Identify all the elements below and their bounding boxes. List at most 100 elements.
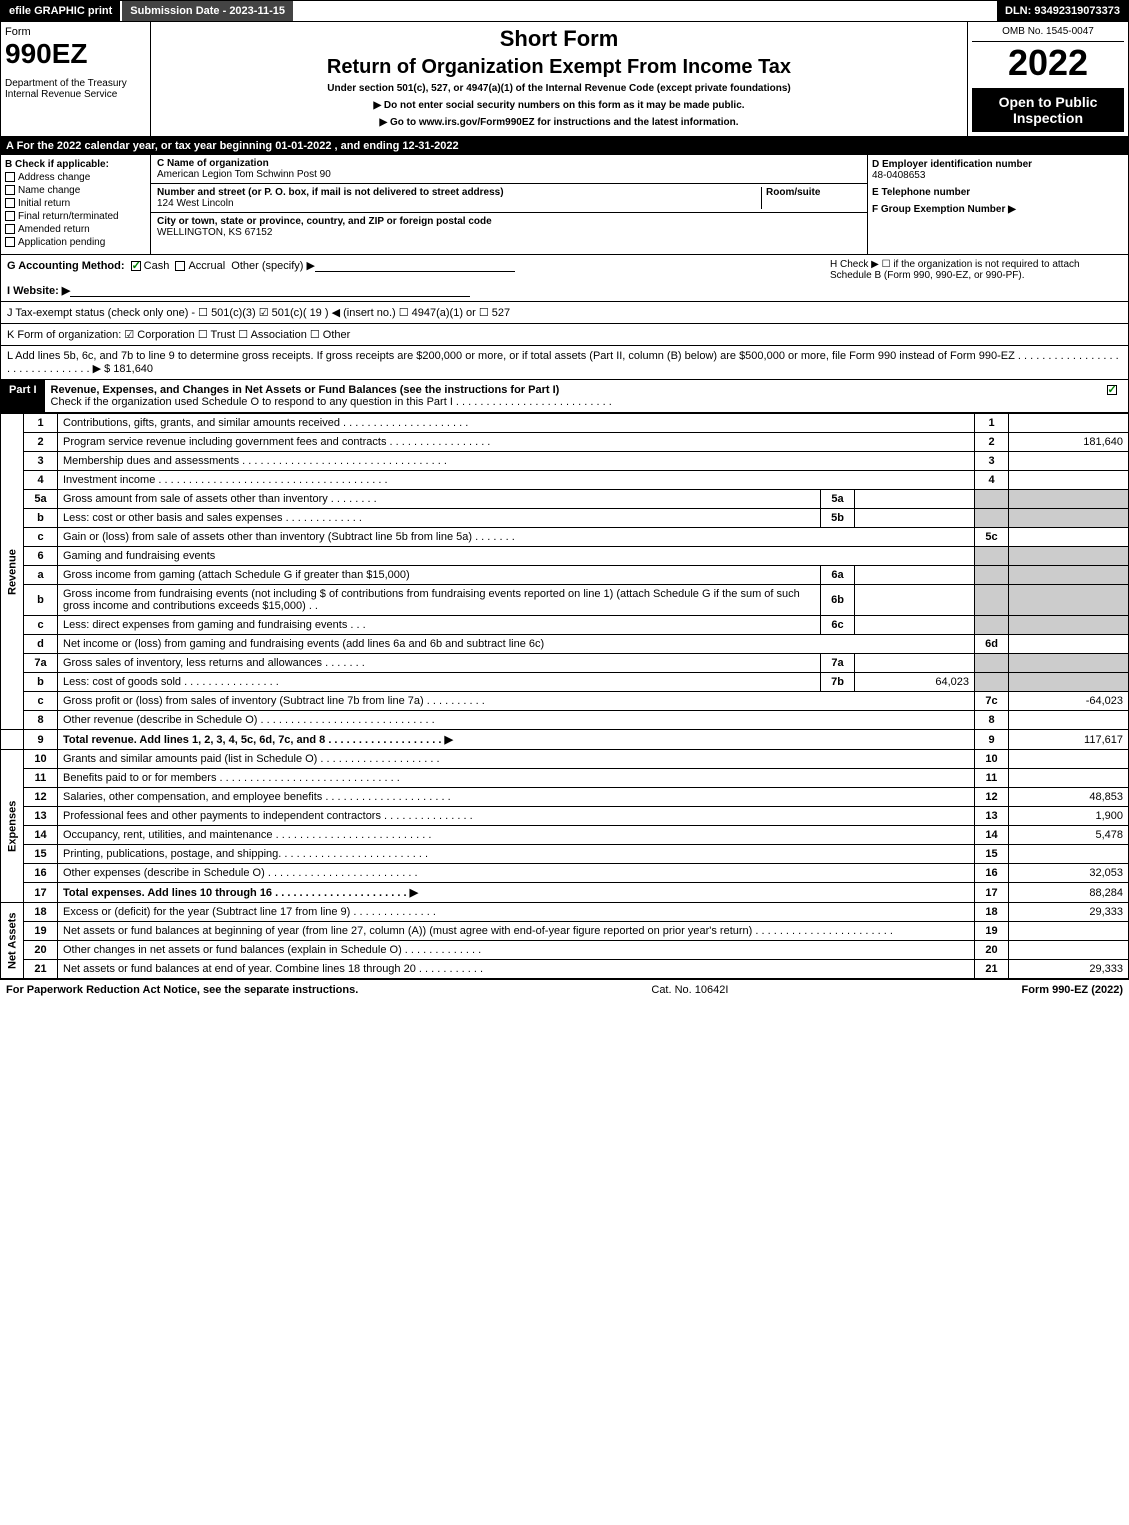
l19-num: 19 bbox=[24, 922, 58, 941]
l2-amount: 181,640 bbox=[1009, 433, 1129, 452]
group-label: F Group Exemption Number ▶ bbox=[872, 204, 1016, 215]
row-l-text: L Add lines 5b, 6c, and 7b to line 9 to … bbox=[7, 350, 1119, 375]
check-accrual[interactable] bbox=[175, 261, 185, 271]
side-expenses: Expenses bbox=[1, 750, 24, 903]
l12-desc: Salaries, other compensation, and employ… bbox=[58, 788, 975, 807]
l10-desc: Grants and similar amounts paid (list in… bbox=[58, 750, 975, 769]
l5a-grayamt bbox=[1009, 490, 1129, 509]
l21-box: 21 bbox=[975, 960, 1009, 979]
website-blank[interactable] bbox=[70, 285, 470, 297]
l13-num: 13 bbox=[24, 807, 58, 826]
l1-num: 1 bbox=[24, 414, 58, 433]
top-bar: efile GRAPHIC print Submission Date - 20… bbox=[0, 0, 1129, 22]
check-address-change[interactable]: Address change bbox=[5, 172, 146, 183]
row-a: A For the 2022 calendar year, or tax yea… bbox=[0, 137, 1129, 155]
city-cell: City or town, state or province, country… bbox=[151, 213, 867, 241]
l18-box: 18 bbox=[975, 903, 1009, 922]
l7a-grayamt bbox=[1009, 654, 1129, 673]
l3-desc: Membership dues and assessments . . . . … bbox=[58, 452, 975, 471]
l4-desc: Investment income . . . . . . . . . . . … bbox=[58, 471, 975, 490]
l10-amount bbox=[1009, 750, 1129, 769]
l3-num: 3 bbox=[24, 452, 58, 471]
l11-box: 11 bbox=[975, 769, 1009, 788]
part-i-label: Part I bbox=[1, 380, 45, 412]
l3-amount bbox=[1009, 452, 1129, 471]
l6a-graybox bbox=[975, 566, 1009, 585]
l18-num: 18 bbox=[24, 903, 58, 922]
l15-num: 15 bbox=[24, 845, 58, 864]
form-header: Form 990EZ Department of the Treasury In… bbox=[0, 22, 1129, 137]
header-center: Short Form Return of Organization Exempt… bbox=[151, 22, 968, 136]
tel-label: E Telephone number bbox=[872, 187, 970, 198]
l12-amount: 48,853 bbox=[1009, 788, 1129, 807]
l6c-subval bbox=[855, 616, 975, 635]
l11-amount bbox=[1009, 769, 1129, 788]
l6a-grayamt bbox=[1009, 566, 1129, 585]
l4-box: 4 bbox=[975, 471, 1009, 490]
col-b: B Check if applicable: Address change Na… bbox=[1, 155, 151, 254]
l7b-num: b bbox=[24, 673, 58, 692]
l6c-sub: 6c bbox=[821, 616, 855, 635]
group-cell: F Group Exemption Number ▶ bbox=[872, 204, 1124, 215]
check-name-change[interactable]: Name change bbox=[5, 185, 146, 196]
efile-label[interactable]: efile GRAPHIC print bbox=[1, 1, 120, 21]
l9-box: 9 bbox=[975, 730, 1009, 750]
other-specify-blank[interactable] bbox=[315, 260, 515, 272]
l20-desc: Other changes in net assets or fund bala… bbox=[58, 941, 975, 960]
row-k: K Form of organization: ☑ Corporation ☐ … bbox=[0, 324, 1129, 346]
l7b-grayamt bbox=[1009, 673, 1129, 692]
submission-date: Submission Date - 2023-11-15 bbox=[120, 1, 295, 21]
col-d: D Employer identification number 48-0408… bbox=[868, 155, 1128, 254]
l8-num: 8 bbox=[24, 711, 58, 730]
l12-num: 12 bbox=[24, 788, 58, 807]
l5c-desc: Gain or (loss) from sale of assets other… bbox=[58, 528, 975, 547]
row-l-amount: $ 181,640 bbox=[104, 363, 153, 375]
address-value: 124 West Lincoln bbox=[157, 198, 234, 209]
l13-box: 13 bbox=[975, 807, 1009, 826]
g-label: G Accounting Method: bbox=[7, 260, 125, 272]
l3-box: 3 bbox=[975, 452, 1009, 471]
l6d-desc: Net income or (loss) from gaming and fun… bbox=[58, 635, 975, 654]
l6a-subval bbox=[855, 566, 975, 585]
l13-desc: Professional fees and other payments to … bbox=[58, 807, 975, 826]
l4-num: 4 bbox=[24, 471, 58, 490]
lines-table: Revenue 1 Contributions, gifts, grants, … bbox=[0, 413, 1129, 979]
l2-desc: Program service revenue including govern… bbox=[58, 433, 975, 452]
l7b-graybox bbox=[975, 673, 1009, 692]
l2-num: 2 bbox=[24, 433, 58, 452]
under-section: Under section 501(c), 527, or 4947(a)(1)… bbox=[159, 83, 959, 94]
address-cell: Number and street (or P. O. box, if mail… bbox=[151, 184, 867, 213]
l20-num: 20 bbox=[24, 941, 58, 960]
l5b-subval bbox=[855, 509, 975, 528]
check-application-pending[interactable]: Application pending bbox=[5, 237, 146, 248]
row-g: G Accounting Method: Cash Accrual Other … bbox=[7, 259, 822, 297]
l6-num: 6 bbox=[24, 547, 58, 566]
l5a-graybox bbox=[975, 490, 1009, 509]
open-public: Open to Public Inspection bbox=[972, 88, 1124, 132]
l7b-subval: 64,023 bbox=[855, 673, 975, 692]
col-b-header: B Check if applicable: bbox=[5, 159, 146, 170]
l19-desc: Net assets or fund balances at beginning… bbox=[58, 922, 975, 941]
part-i-header: Part I Revenue, Expenses, and Changes in… bbox=[0, 380, 1129, 413]
l6a-sub: 6a bbox=[821, 566, 855, 585]
dept-label: Department of the Treasury Internal Reve… bbox=[5, 78, 146, 100]
instruction-1: ▶ Do not enter social security numbers o… bbox=[159, 100, 959, 111]
check-initial-return[interactable]: Initial return bbox=[5, 198, 146, 209]
l15-desc: Printing, publications, postage, and shi… bbox=[58, 845, 975, 864]
l5c-amount bbox=[1009, 528, 1129, 547]
check-final-return[interactable]: Final return/terminated bbox=[5, 211, 146, 222]
check-cash[interactable] bbox=[131, 261, 141, 271]
l6c-num: c bbox=[24, 616, 58, 635]
l7a-desc: Gross sales of inventory, less returns a… bbox=[58, 654, 821, 673]
part-i-checkbox[interactable] bbox=[1098, 380, 1128, 412]
l12-box: 12 bbox=[975, 788, 1009, 807]
l8-box: 8 bbox=[975, 711, 1009, 730]
l10-box: 10 bbox=[975, 750, 1009, 769]
footer-right: Form 990-EZ (2022) bbox=[1022, 984, 1123, 996]
row-gh: G Accounting Method: Cash Accrual Other … bbox=[0, 255, 1129, 302]
l5c-num: c bbox=[24, 528, 58, 547]
l5b-graybox bbox=[975, 509, 1009, 528]
l17-num: 17 bbox=[24, 883, 58, 903]
check-amended-return[interactable]: Amended return bbox=[5, 224, 146, 235]
l6-desc: Gaming and fundraising events bbox=[58, 547, 975, 566]
